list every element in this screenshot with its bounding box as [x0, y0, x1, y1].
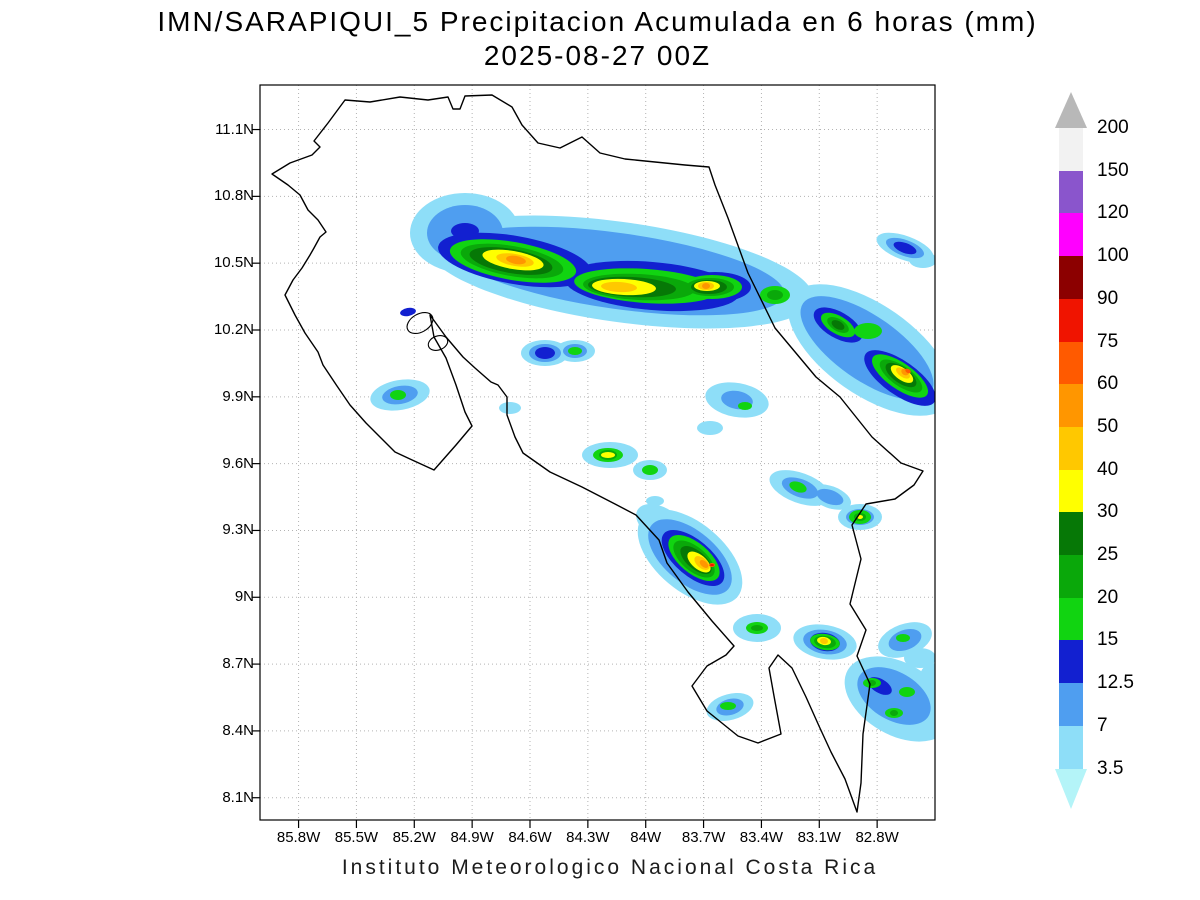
x-tick-label: 85.8W: [276, 829, 321, 846]
precip-cell: [738, 402, 752, 410]
precip-cell: [896, 634, 910, 642]
x-tick-label: 84W: [630, 829, 662, 846]
x-tick-label: 84.6W: [508, 829, 552, 846]
chart-title: IMN/SARAPIQUI_5 Precipitacion Acumulada …: [157, 6, 1038, 37]
precipitation-map-svg: [252, 84, 936, 828]
precip-cell: [646, 496, 664, 506]
y-tick-label: 9.3N: [222, 521, 254, 539]
colorbar-segment: [1059, 683, 1083, 727]
colorbar-label: 100: [1097, 245, 1129, 267]
precip-cell: [831, 320, 845, 330]
precip-cell: [601, 452, 615, 458]
colorbar-label: 120: [1097, 202, 1129, 224]
x-tick-label: 84.3W: [566, 829, 610, 846]
plot-frame: [259, 84, 936, 821]
colorbar-label: 90: [1097, 287, 1119, 309]
y-tick-label: 11.1N: [215, 120, 254, 138]
precipitation-field: [370, 193, 935, 742]
x-tick-label: 83.7W: [681, 829, 726, 846]
chart-subtitle-date: 2025-08-27 00Z: [483, 40, 712, 71]
x-tick-label: 85.2W: [392, 829, 436, 846]
precip-cell: [905, 368, 911, 374]
colorbar-segment: [1059, 555, 1083, 599]
precip-cell: [699, 560, 709, 568]
precip-cell: [451, 223, 479, 239]
colorbar-label: 60: [1097, 373, 1119, 395]
colorbar-segment: [1059, 725, 1083, 769]
precip-cell: [400, 307, 416, 317]
precip-cell: [816, 488, 844, 506]
x-tick-label: 82.8W: [855, 829, 899, 846]
colorbar-segment: [1059, 597, 1083, 641]
x-tick-label: 85.5W: [334, 829, 379, 846]
y-tick-label: 9.6N: [222, 454, 254, 472]
footer-caption: Instituto Meteorologico Nacional Costa R…: [341, 856, 879, 879]
colorbar-segment: [1059, 640, 1083, 684]
colorbar-label: 15: [1097, 629, 1119, 651]
precip-cell: [568, 347, 582, 355]
colorbar: 200 150 120 100 90 75 60 50 40 30 25 20 15 12.5 7 3.5: [1053, 92, 1183, 852]
precip-cell: [854, 323, 882, 339]
colorbar-segment: [1059, 469, 1083, 513]
x-tick-label: 83.1W: [797, 829, 841, 846]
precip-cell: [506, 255, 526, 265]
precip-cell: [697, 421, 723, 435]
colorbar-arrow-bottom: [1055, 768, 1087, 809]
y-tick-label: 10.2N: [213, 321, 254, 338]
precip-cell: [789, 481, 807, 493]
island-outline: [406, 311, 434, 335]
precip-cell: [751, 625, 763, 631]
precip-cell: [390, 390, 406, 400]
precip-cell: [710, 564, 714, 566]
colorbar-segment: [1059, 512, 1083, 556]
colorbar-segment: [1059, 256, 1083, 300]
precip-cell: [702, 283, 710, 289]
precip-cell: [899, 687, 915, 697]
costa-rica-coastline: [271, 94, 924, 813]
y-tick-label: 8.7N: [222, 655, 254, 673]
colorbar-label: 7: [1097, 714, 1108, 736]
colorbar-label: 3.5: [1097, 757, 1124, 779]
precip-cell: [601, 281, 637, 293]
colorbar-arrow-top: [1055, 92, 1087, 128]
colorbar-label: 75: [1097, 330, 1119, 352]
x-tick-label: 83.4W: [739, 829, 784, 846]
y-tick-label: 10.8N: [213, 187, 254, 205]
precip-cell: [820, 637, 828, 645]
y-tick-label: 10.5N: [213, 254, 254, 272]
colorbar-label: 50: [1097, 415, 1119, 437]
colorbar-segment: [1059, 426, 1083, 471]
precip-cell: [642, 465, 658, 475]
colorbar-label: 150: [1097, 159, 1129, 181]
x-tick-label: 84.9W: [450, 829, 494, 846]
y-tick-label: 9.9N: [222, 387, 254, 405]
y-tick-label: 9N: [234, 588, 254, 606]
colorbar-segment: [1059, 341, 1083, 385]
precip-cell: [890, 710, 898, 716]
colorbar-label: 200: [1097, 117, 1129, 138]
colorbar-label: 25: [1097, 544, 1119, 565]
colorbar-label: 40: [1097, 458, 1119, 480]
precip-cell: [767, 290, 783, 300]
island-outline: [427, 335, 449, 351]
precip-cell: [893, 241, 917, 255]
colorbar-label: 20: [1097, 586, 1119, 608]
y-tick-label: 8.4N: [222, 721, 254, 739]
colorbar-segment: [1059, 384, 1083, 428]
y-tick-label: 8.1N: [222, 788, 254, 806]
axis-ticks: [252, 128, 878, 828]
colorbar-segment: [1059, 170, 1083, 214]
precip-cell: [720, 702, 736, 710]
precip-cell: [535, 347, 555, 359]
colorbar-segment: [1059, 128, 1083, 172]
precip-cell: [904, 648, 935, 668]
colorbar-segment: [1059, 298, 1083, 342]
colorbar-label: 30: [1097, 501, 1119, 523]
precip-cell: [499, 402, 521, 414]
colorbar-label: 12.5: [1097, 672, 1134, 694]
colorbar-segment: [1059, 213, 1083, 257]
